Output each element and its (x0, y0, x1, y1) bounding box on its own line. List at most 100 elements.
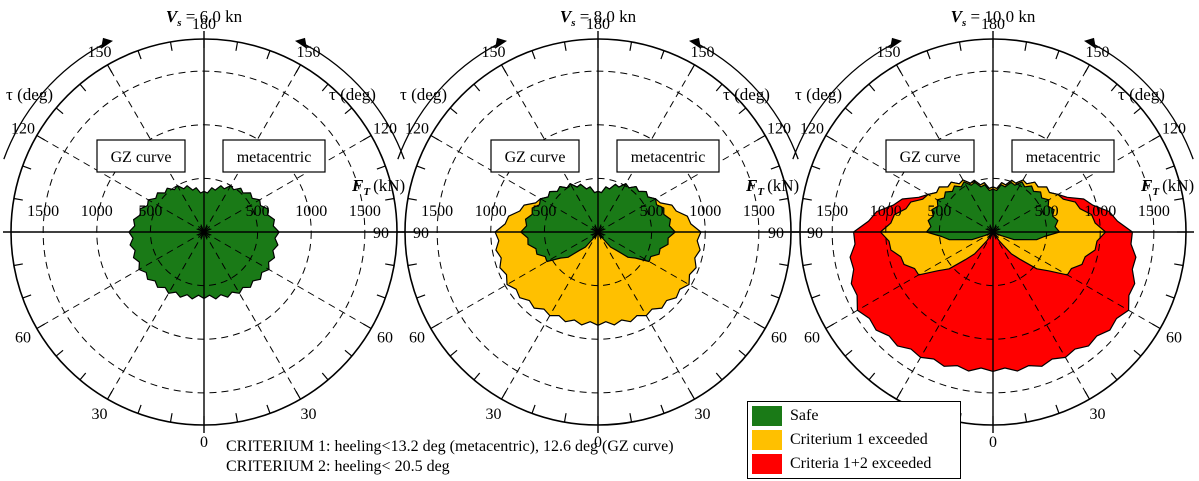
tick-mark (363, 134, 372, 141)
spoke-30 (992, 231, 1090, 400)
tick-mark (1055, 50, 1060, 60)
radial-tick-label: 1500 (349, 203, 381, 220)
angle-tick-label: 150 (691, 44, 715, 61)
radial-tick-label: 1500 (421, 203, 453, 220)
angle-tick-label: 90 (768, 225, 784, 242)
tick-mark (531, 404, 536, 414)
tick-mark (1110, 372, 1118, 381)
radial-tick-label: 500 (532, 203, 556, 220)
spoke-30 (597, 231, 695, 400)
tick-mark (844, 349, 853, 357)
tick-mark (266, 50, 271, 60)
spoke-60 (36, 231, 205, 329)
spoke-30 (501, 231, 599, 400)
metacentric-box (1011, 139, 1115, 173)
radial-axis-var: F (351, 176, 364, 195)
tick-mark (868, 83, 876, 92)
tick-mark (738, 349, 747, 357)
tick-mark (79, 372, 87, 381)
tick-mark (563, 413, 567, 423)
spoke-120 (430, 135, 599, 233)
gz-curve-box (96, 139, 186, 173)
angle-tick-label: 150 (88, 44, 112, 61)
tick-mark (449, 349, 458, 357)
angle-tick-label: 30 (301, 406, 317, 423)
tick-mark (689, 64, 696, 73)
angle-tick-label: 120 (1162, 121, 1186, 138)
angle-tick-label: 60 (15, 330, 31, 347)
criterion-1-note: CRITERIUM 1: heeling<13.2 deg (metacentr… (226, 438, 674, 455)
tick-mark (1084, 64, 1091, 73)
tick-mark (385, 197, 395, 201)
spoke-60 (992, 231, 1161, 329)
tick-mark (416, 294, 426, 299)
title-sub: s (176, 17, 181, 29)
spoke-60 (430, 231, 599, 329)
tick-mark (1152, 323, 1161, 330)
tick-mark (811, 294, 821, 299)
criterion-2-note: CRITERIUM 2: heeling< 20.5 deg (226, 458, 450, 475)
spoke-30 (203, 231, 301, 400)
angle-tick-label: 30 (1090, 406, 1106, 423)
tau-arrow-left (3, 43, 105, 160)
tick-mark (169, 41, 173, 51)
tick-mark (449, 107, 458, 115)
radial-tick-label: 1000 (1084, 203, 1116, 220)
tick-mark (802, 197, 812, 201)
tick-mark (344, 107, 353, 115)
angle-tick-label: 90 (807, 225, 823, 242)
angle-tick-label: 60 (771, 330, 787, 347)
tick-mark (1024, 413, 1028, 423)
radial-tick-label: 1500 (27, 203, 59, 220)
angle-tick-label: 90 (373, 225, 389, 242)
polar-chart-3: 1801501209060300306090120150500500100010… (768, 7, 1194, 451)
radial-axis-var: F (745, 176, 758, 195)
tick-mark (1133, 349, 1142, 357)
gz-curve-label: GZ curve (505, 149, 566, 166)
title-rest: = 8.0 kn (576, 7, 637, 26)
angle-tick-label: 120 (11, 121, 35, 138)
chart-title: Vs = 8.0 kn (560, 7, 637, 29)
polar-chart-2: 180 150 120 90 60 30 0 30 60 90 120 150 500 500 1000 10… (373, 7, 823, 451)
angle-tick-label: 180 (586, 16, 610, 33)
tick-mark (629, 41, 633, 51)
centre-marker (985, 228, 1001, 236)
tau-label-left: τ (deg) (400, 85, 447, 104)
tick-mark (531, 50, 536, 60)
radial-tick-label: 500 (640, 203, 664, 220)
spoke-120 (825, 135, 994, 233)
angle-tick-label: 0 (989, 434, 997, 451)
angle-tick-label: 60 (1166, 330, 1182, 347)
tau-arrow-right (1092, 43, 1194, 160)
tick-mark (376, 165, 386, 170)
radial-tick-label: 1500 (1138, 203, 1170, 220)
tick-mark (844, 107, 853, 115)
radial-axis-unit: (kN) (1162, 176, 1194, 195)
tick-mark (407, 263, 417, 267)
tick-mark (1084, 391, 1091, 400)
radial-tick-label: 1500 (743, 203, 775, 220)
tick-mark (266, 404, 271, 414)
spoke-60 (203, 231, 372, 329)
radial-axis-sub: T (1152, 186, 1160, 198)
title-sub: s (570, 17, 575, 29)
title-var: V (560, 7, 573, 26)
gz-curve-label: GZ curve (900, 149, 961, 166)
tick-mark (757, 134, 766, 141)
tick-mark (13, 263, 23, 267)
legend-label-criteria-1-2: Criteria 1+2 exceeded (790, 455, 932, 472)
tick-mark (321, 83, 329, 92)
radial-axis-unit: (kN) (373, 176, 405, 195)
tick-mark (715, 372, 723, 381)
tick-mark (1152, 134, 1161, 141)
tick-mark (1024, 41, 1028, 51)
spoke-30 (107, 231, 205, 400)
tick-mark (36, 323, 45, 330)
tick-mark (235, 413, 239, 423)
angle-tick-label: 30 (695, 406, 711, 423)
tick-mark (500, 64, 507, 73)
spoke-60 (825, 231, 994, 329)
angle-tick-label: 0 (594, 434, 602, 451)
tick-mark (802, 263, 812, 267)
spoke-120 (203, 135, 372, 233)
